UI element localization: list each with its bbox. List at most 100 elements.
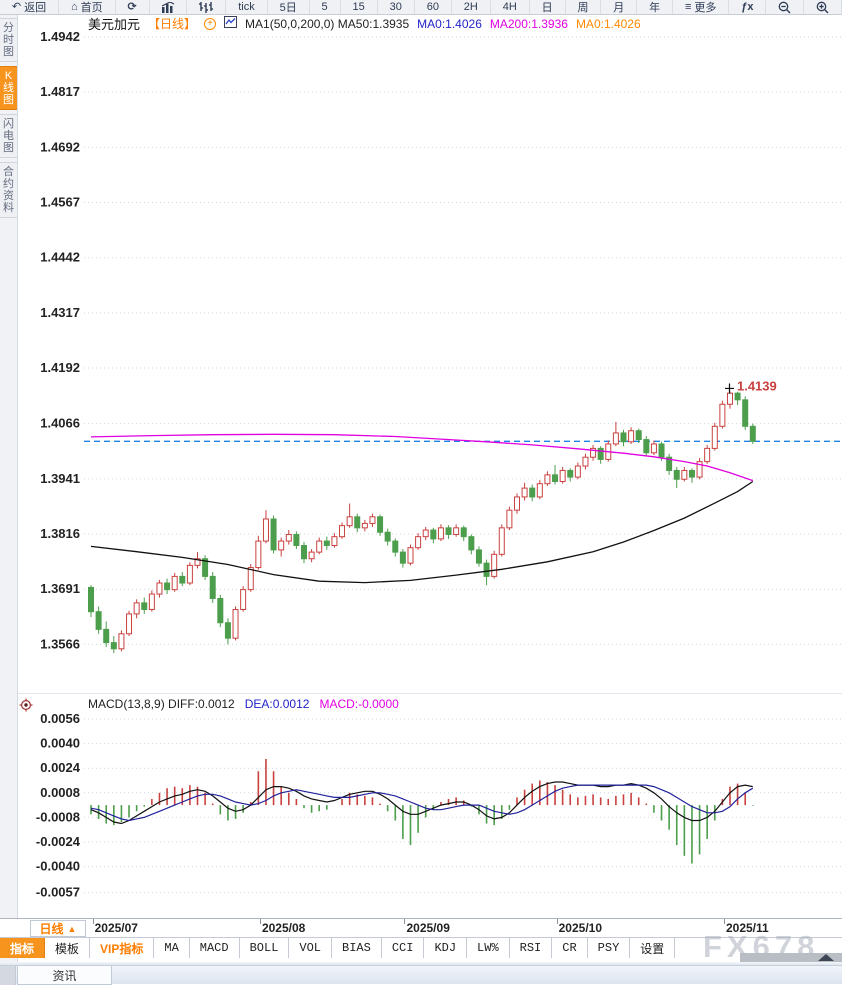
refresh-icon: ⟳ <box>127 0 137 13</box>
svg-text:-0.0040: -0.0040 <box>36 859 80 874</box>
tab-templates[interactable]: 模板 <box>45 938 91 958</box>
ohlc-bars-icon <box>199 1 214 13</box>
interval-5day-button[interactable]: 5日 <box>268 0 310 14</box>
month-tick <box>556 919 558 924</box>
tab-bias[interactable]: BIAS <box>332 938 382 958</box>
svg-text:1.4066: 1.4066 <box>40 416 80 431</box>
fx-functions-button[interactable]: ƒx <box>729 0 767 14</box>
month-label: 2025/10 <box>558 921 603 935</box>
candlestick-chart[interactable]: 1.4942 1.4817 1.4692 1.4567 1.4442 1.4317 1.41… <box>18 14 842 693</box>
back-label: 返回 <box>24 2 47 14</box>
refresh-button[interactable]: ⟳ <box>116 0 150 14</box>
indicator-settings-icon[interactable] <box>19 698 33 712</box>
svg-text:1.3566: 1.3566 <box>40 636 80 651</box>
interval-label: 4H <box>502 1 517 13</box>
sidebar-item-contract-info[interactable]: 合约资料 <box>0 162 17 218</box>
back-button[interactable]: ↶ 返回 <box>0 0 60 14</box>
news-tab[interactable]: 资讯 <box>17 966 112 985</box>
interval-tick-button[interactable]: tick <box>226 0 268 14</box>
sidebar-item-lightning-chart[interactable]: 闪电图 <box>0 114 17 158</box>
macd-chart[interactable]: 0.0056 0.0040 0.0024 0.0008 -0.0008 -0.0024 -0… <box>18 710 842 916</box>
period-selector[interactable]: 日线 ▲ <box>30 920 86 937</box>
interval-month-button[interactable]: 月 <box>601 0 638 14</box>
fx-icon: ƒx <box>741 1 754 13</box>
zoom-out-icon <box>778 1 791 14</box>
svg-text:0.0008: 0.0008 <box>40 785 80 800</box>
symbol-name: 美元加元 <box>88 17 141 32</box>
interval-day-button[interactable]: 日 <box>530 0 566 14</box>
period-label: 【日线】 <box>148 17 197 31</box>
tab-rsi[interactable]: RSI <box>509 938 553 958</box>
svg-text:0.0040: 0.0040 <box>40 736 80 751</box>
ma200-readout: MA200:1.3936 <box>489 16 568 31</box>
interval-2h-button[interactable]: 2H <box>452 0 491 14</box>
tab-settings[interactable]: 设置 <box>630 938 676 958</box>
svg-text:1.4442: 1.4442 <box>40 250 80 265</box>
zoom-in-button[interactable] <box>804 0 842 14</box>
macd-readout: MACD:-0.0000 <box>319 697 399 711</box>
tab-ma[interactable]: MA <box>154 938 190 958</box>
interval-30min-button[interactable]: 30 <box>378 0 415 14</box>
month-tick <box>92 919 94 924</box>
bar-chart-button[interactable] <box>150 0 188 14</box>
interval-week-button[interactable]: 周 <box>566 0 602 14</box>
home-button[interactable]: ⌂ 首页 <box>59 0 116 14</box>
interval-label: 月 <box>613 2 625 14</box>
month-label: 2025/08 <box>261 921 306 935</box>
zoom-out-button[interactable] <box>766 0 805 14</box>
macd-params-readout: MACD(13,8,9) DIFF:0.0012 <box>88 697 235 711</box>
zoom-in-icon <box>816 1 829 14</box>
tab-indicators[interactable]: 指标 <box>0 938 46 958</box>
macd-title: MACD(13,8,9) <box>88 697 165 711</box>
interval-5min-button[interactable]: 5 <box>310 0 341 14</box>
ma-settings: MA1(50,0,200,0) <box>245 16 335 31</box>
svg-text:0.0056: 0.0056 <box>40 711 80 726</box>
svg-text:1.3941: 1.3941 <box>40 471 80 486</box>
month-tick <box>404 919 406 924</box>
add-favorite-icon[interactable]: + <box>204 17 217 30</box>
tab-boll[interactable]: BOLL <box>239 938 290 958</box>
interval-year-button[interactable]: 年 <box>637 0 674 14</box>
bottom-divider <box>0 962 842 965</box>
sidebar-item-time-chart[interactable]: 分时图 <box>0 18 17 62</box>
tab-lw[interactable]: LW% <box>467 938 510 958</box>
svg-text:-0.0057: -0.0057 <box>36 885 80 900</box>
bottom-bar: 资讯 <box>0 965 842 985</box>
ohlc-chart-button[interactable] <box>187 0 227 14</box>
chart-type-sidebar: 分时图 K线图 闪电图 合约资料 <box>0 15 18 962</box>
home-label: 首页 <box>80 2 103 14</box>
sidebar-item-kline-chart[interactable]: K线图 <box>0 66 17 110</box>
diff-readout: DIFF:0.0012 <box>168 697 235 711</box>
tab-vip-indicators[interactable]: VIP指标 <box>90 938 155 958</box>
interval-label: 5 <box>321 1 328 13</box>
interval-label: 5日 <box>279 2 297 14</box>
more-button[interactable]: ≡ 更多 <box>673 0 730 14</box>
ma0-orange-readout: MA0:1.4026 <box>575 16 641 31</box>
interval-label: 日 <box>541 2 553 14</box>
tab-kdj[interactable]: KDJ <box>424 938 468 958</box>
interval-15min-button[interactable]: 15 <box>341 0 378 14</box>
interval-4h-button[interactable]: 4H <box>491 0 530 14</box>
collapse-panel-strip[interactable] <box>740 953 842 962</box>
svg-text:-0.0024: -0.0024 <box>36 834 81 849</box>
mini-chart-icon[interactable] <box>224 16 238 31</box>
svg-text:1.4317: 1.4317 <box>40 305 80 320</box>
back-icon: ↶ <box>11 0 22 13</box>
interval-60min-button[interactable]: 60 <box>415 0 452 14</box>
tab-cr[interactable]: CR <box>552 938 588 958</box>
interval-label: 60 <box>426 1 439 13</box>
tab-cci[interactable]: CCI <box>381 938 425 958</box>
svg-text:0.0024: 0.0024 <box>40 760 81 775</box>
svg-text:1.4567: 1.4567 <box>40 195 80 210</box>
interval-label: 2H <box>463 1 478 13</box>
month-label: 2025/07 <box>94 921 138 935</box>
chart-header: 美元加元 【日线】 + MA1(50,0,200,0) MA50:1.3935 … <box>88 16 641 32</box>
interval-label: 周 <box>577 2 589 14</box>
tab-macd[interactable]: MACD <box>189 938 240 958</box>
month-tick <box>259 919 261 924</box>
tab-psy[interactable]: PSY <box>587 938 631 958</box>
interval-label: 15 <box>352 1 365 13</box>
time-axis: 日线 ▲ 2025/07 2025/08 2025/09 2025/10 202… <box>0 918 842 937</box>
tab-vol[interactable]: VOL <box>289 938 333 958</box>
